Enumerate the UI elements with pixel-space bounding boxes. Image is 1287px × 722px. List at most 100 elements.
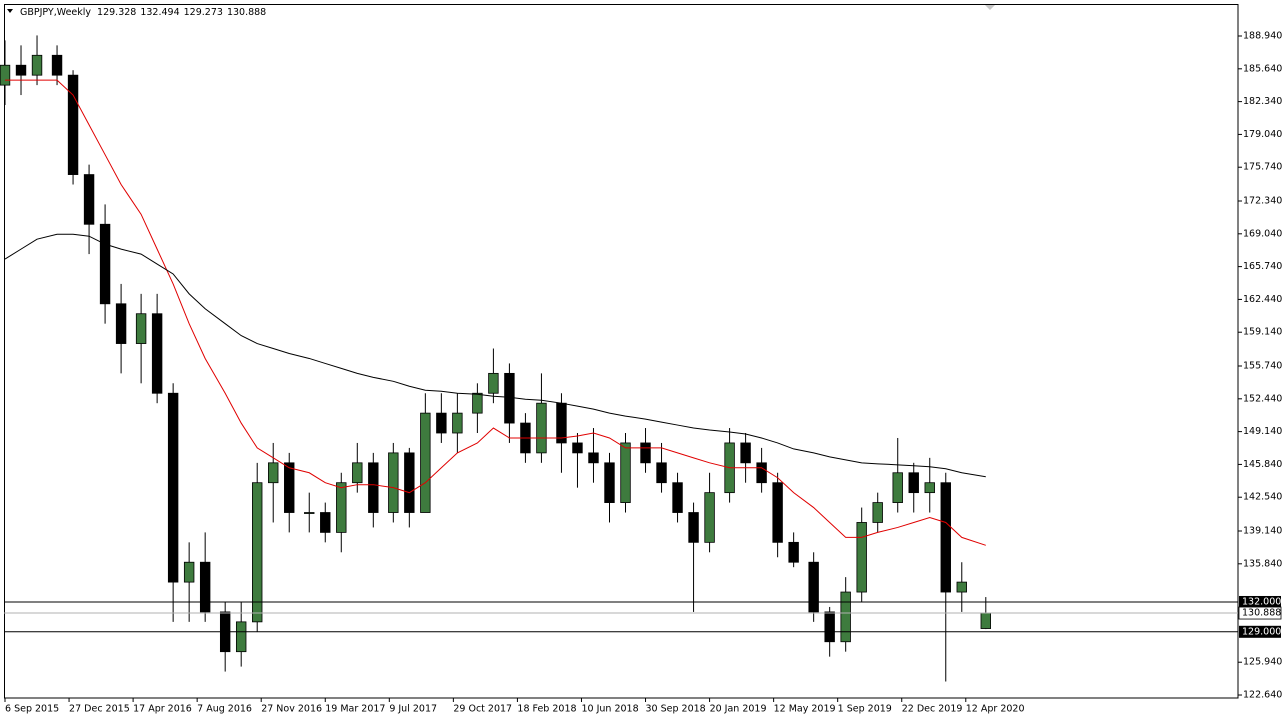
- candle-body: [388, 452, 399, 513]
- y-tick-label: 165.740: [1243, 261, 1282, 272]
- candle-body: [268, 462, 279, 484]
- y-tick-label: 179.040: [1243, 129, 1282, 140]
- candle-body: [167, 392, 179, 583]
- candle-body: [336, 482, 347, 533]
- candle-body: [956, 581, 967, 593]
- price-line-tag: [1239, 595, 1281, 608]
- y-tick-label: 175.740: [1243, 162, 1282, 173]
- candle-body: [656, 462, 667, 484]
- candle-body: [756, 462, 767, 484]
- price-line-label: 132.000: [1242, 596, 1281, 607]
- candle-body: [436, 412, 447, 434]
- candle-body: [640, 442, 651, 464]
- candle-body: [235, 621, 247, 653]
- candle-body: [940, 482, 951, 593]
- y-tick-label: 149.140: [1243, 426, 1282, 437]
- candle-body: [472, 392, 483, 414]
- plot-frame: [4, 4, 1239, 699]
- y-tick-label: 159.140: [1243, 327, 1282, 338]
- header-close: 130.888: [227, 7, 266, 18]
- x-tick-label: 17 Apr 2016: [133, 704, 192, 715]
- candle-body: [452, 412, 463, 434]
- candle-body: [572, 442, 583, 454]
- y-tick-label: 182.340: [1243, 96, 1282, 107]
- candle-body: [556, 402, 567, 444]
- bid-label: 130.888: [1242, 608, 1281, 619]
- candle-body: [924, 482, 935, 494]
- chart-title: GBPJPY,Weekly: [20, 7, 91, 18]
- candle-body: [536, 402, 547, 454]
- candle-body: [704, 492, 715, 543]
- bid-tag: [1238, 606, 1282, 620]
- candle-body: [808, 561, 819, 613]
- candle-body: [908, 472, 919, 494]
- candle-body: [284, 462, 295, 513]
- candle-body: [788, 541, 799, 563]
- chart-shift-marker: [985, 5, 995, 10]
- candle-body: [115, 303, 127, 344]
- moving-average: [4, 233, 986, 478]
- y-tick-label: 139.140: [1243, 526, 1282, 537]
- chart-header: GBPJPY,Weekly 129.328 132.494 129.273 130.88…: [20, 7, 266, 18]
- candle-body: [99, 223, 111, 305]
- candle-body: [252, 482, 263, 623]
- y-tick-label: 135.840: [1243, 558, 1282, 569]
- y-tick-label: 188.940: [1243, 31, 1282, 42]
- candle-body: [0, 64, 11, 86]
- x-tick-label: 7 Aug 2016: [197, 704, 252, 715]
- candle-body: [620, 442, 631, 503]
- y-tick-label: 142.540: [1243, 492, 1282, 503]
- candle-body: [488, 372, 499, 394]
- header-low: 129.273: [184, 7, 223, 18]
- candle-body: [604, 462, 615, 503]
- candle-body: [31, 54, 43, 76]
- candle-body: [892, 472, 903, 503]
- candle-body: [368, 462, 379, 513]
- candle-body: [404, 452, 415, 513]
- moving-average: [5, 79, 986, 546]
- header-high: 132.494: [140, 7, 179, 18]
- y-tick-label: 185.640: [1243, 63, 1282, 74]
- header-open: 129.328: [97, 7, 136, 18]
- candle-body: [588, 452, 599, 464]
- x-tick-label: 12 May 2019: [774, 704, 836, 715]
- x-tick-label: 10 Jun 2018: [581, 704, 638, 715]
- candle-body: [320, 512, 331, 533]
- y-tick-label: 172.340: [1243, 196, 1282, 207]
- candle-body: [772, 482, 783, 543]
- x-tick-label: 27 Dec 2015: [69, 704, 130, 715]
- y-tick-label: 152.440: [1243, 393, 1282, 404]
- candle-body: [672, 482, 683, 513]
- candle-body: [872, 502, 883, 523]
- x-tick-label: 6 Sep 2015: [5, 704, 59, 715]
- candle-body: [824, 611, 835, 643]
- menu-arrow[interactable]: [7, 9, 13, 13]
- candle-body: [51, 54, 63, 76]
- x-tick-label: 9 Jul 2017: [389, 704, 437, 715]
- x-tick-label: 18 Feb 2018: [517, 704, 576, 715]
- candle-body: [304, 512, 315, 514]
- candle-body: [15, 64, 27, 76]
- x-tick-label: 30 Sep 2018: [646, 704, 706, 715]
- candle-body: [199, 561, 211, 613]
- price-line-label: 129.000: [1242, 626, 1281, 637]
- candle-body: [352, 462, 363, 484]
- candle-body: [83, 174, 95, 225]
- candle-body: [420, 412, 431, 513]
- candle-body: [151, 313, 163, 394]
- candle-body: [980, 612, 992, 629]
- x-tick-label: 1 Sep 2019: [838, 704, 892, 715]
- price-line-tag: [1239, 625, 1281, 638]
- candle-body: [740, 442, 751, 464]
- candle-body: [135, 313, 147, 344]
- x-tick-label: 20 Jan 2019: [710, 704, 767, 715]
- candle-body: [183, 561, 195, 583]
- candle-body: [504, 372, 515, 424]
- candle-body: [856, 522, 867, 593]
- x-tick-label: 12 Apr 2020: [966, 704, 1025, 715]
- y-tick-label: 162.440: [1243, 294, 1282, 305]
- x-tick-label: 27 Nov 2016: [261, 704, 322, 715]
- y-tick-label: 125.940: [1243, 657, 1282, 668]
